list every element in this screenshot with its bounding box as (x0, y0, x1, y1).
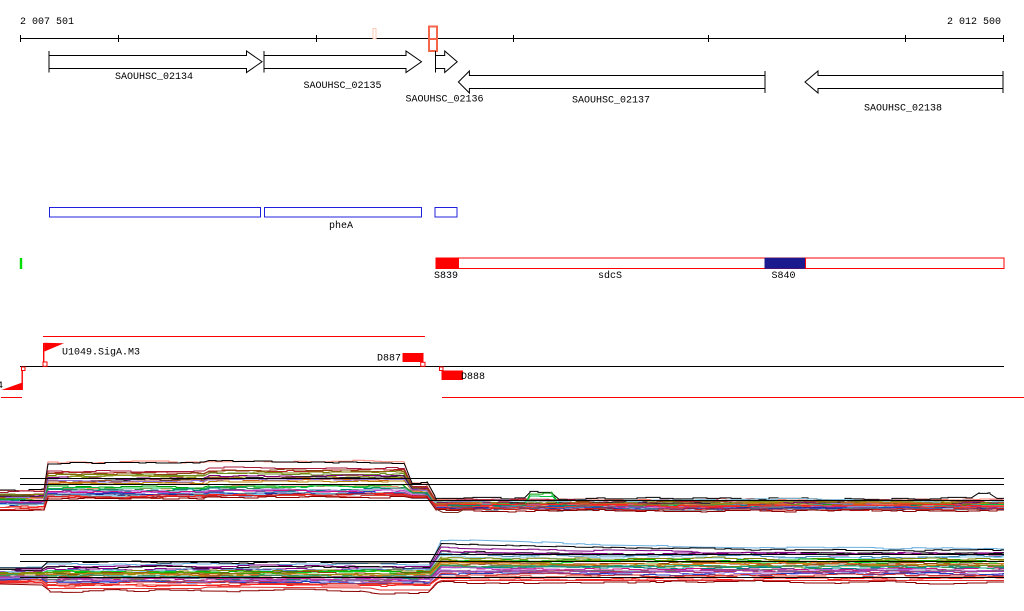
svg-text:U1050.SigA.M4: U1050.SigA.M4 (0, 380, 3, 392)
svg-text:D888: D888 (461, 372, 485, 383)
svg-text:sdcS: sdcS (598, 270, 622, 282)
svg-text:SAOUHSC_02136: SAOUHSC_02136 (405, 95, 483, 106)
svg-text:SAOUHSC_02135: SAOUHSC_02135 (303, 81, 381, 92)
svg-text:S840: S840 (772, 271, 796, 282)
svg-text:SAOUHSC_02138: SAOUHSC_02138 (864, 104, 942, 115)
svg-text:S839: S839 (434, 271, 458, 282)
svg-text:2 007 501: 2 007 501 (20, 17, 74, 28)
svg-text:SAOUHSC_02134: SAOUHSC_02134 (115, 72, 193, 83)
svg-text:D887: D887 (377, 354, 401, 365)
svg-text:U1049.SigA.M3: U1049.SigA.M3 (62, 347, 140, 359)
svg-text:SAOUHSC_02137: SAOUHSC_02137 (572, 96, 650, 107)
svg-text:pheA: pheA (329, 220, 353, 232)
svg-text:2 012 500: 2 012 500 (947, 17, 1001, 28)
